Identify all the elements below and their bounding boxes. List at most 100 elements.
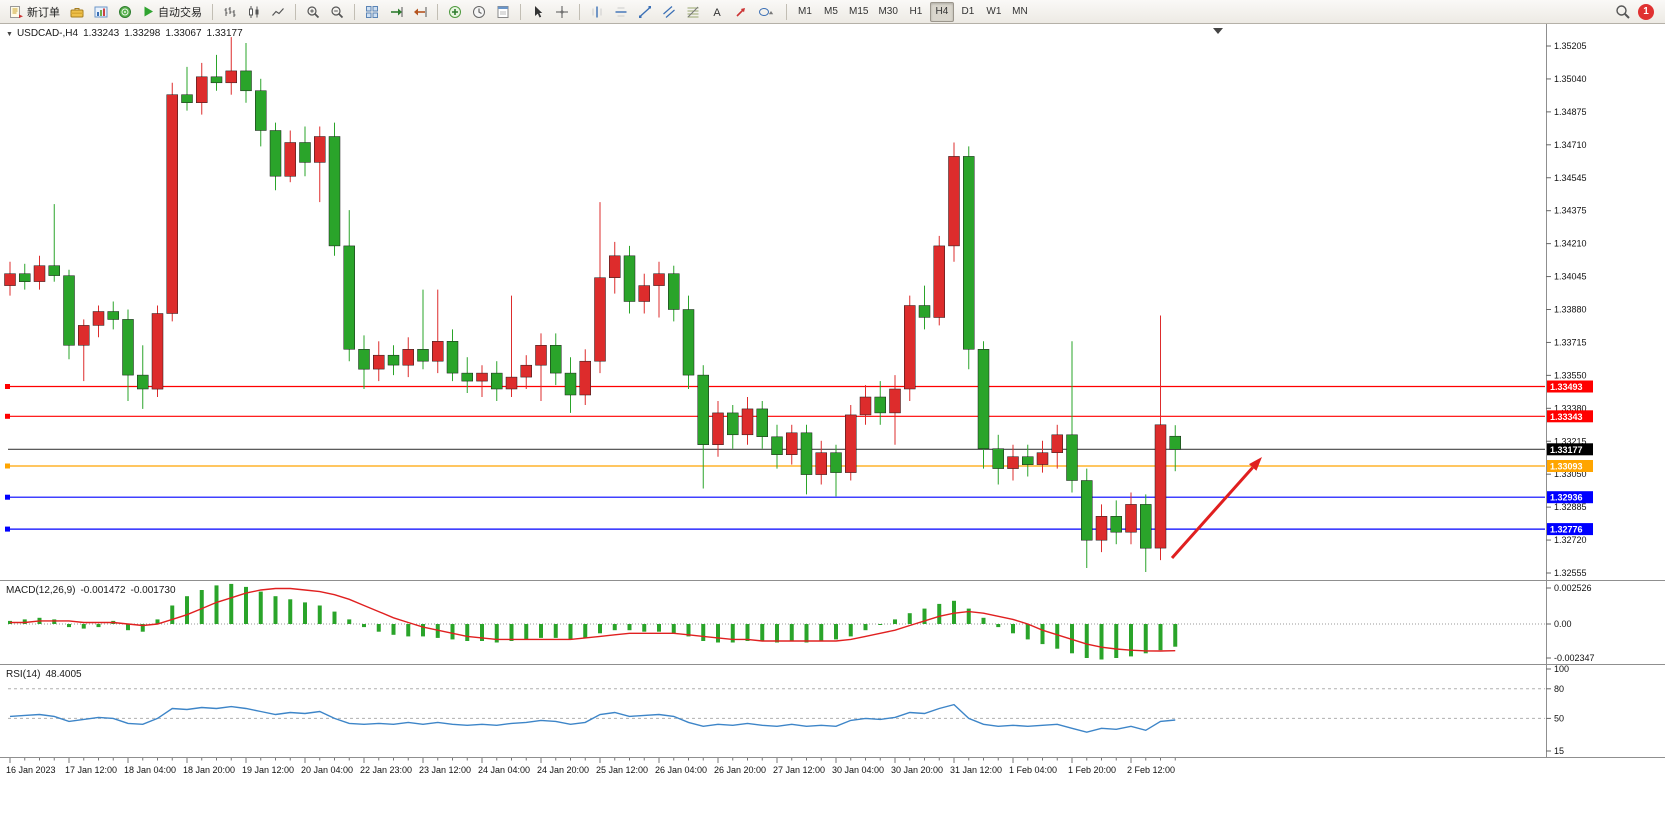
notification-badge[interactable]: 1 xyxy=(1638,3,1654,20)
candle xyxy=(889,388,901,414)
candle xyxy=(800,432,813,475)
rsi-panel[interactable]: 100 80 50 15 xyxy=(0,665,1665,757)
chart-menu-toggle-icon[interactable]: ▼ xyxy=(6,31,13,38)
toolbox-button[interactable] xyxy=(66,2,88,22)
candle xyxy=(19,273,31,282)
line-chart-button[interactable] xyxy=(267,2,289,22)
macd-panel[interactable]: 0.002526 0.00 -0.002347 xyxy=(0,581,1665,664)
play-icon xyxy=(142,5,155,18)
chart-window: 1.35205 1.35040 1.34875 1.34710 1.34545 1.343… xyxy=(0,24,1665,782)
candle xyxy=(4,273,16,286)
time-axis-label: 18 Jan 20:00 xyxy=(183,765,235,775)
cursor-button[interactable] xyxy=(527,2,549,22)
navigator-button[interactable] xyxy=(114,2,136,22)
price-axis-label: 1.33880 xyxy=(1554,305,1587,315)
candle xyxy=(520,364,532,378)
candle xyxy=(107,311,119,320)
timeframe-m5-button[interactable]: M5 xyxy=(824,6,838,17)
price-axis-label: 1.35205 xyxy=(1554,41,1587,51)
timeframe-h1-button[interactable]: H1 xyxy=(909,6,923,17)
timeframe-h4-button[interactable]: H4 xyxy=(929,1,954,22)
candle xyxy=(1051,434,1063,453)
toolbar-separator xyxy=(579,3,580,20)
time-axis-splitter[interactable] xyxy=(0,757,1665,758)
time-axis-label: 24 Jan 20:00 xyxy=(537,765,589,775)
price-tag: 1.33177 xyxy=(1547,443,1593,456)
candle xyxy=(1066,434,1078,481)
macd-signal-line xyxy=(10,587,1176,652)
candle xyxy=(491,372,503,390)
candle xyxy=(977,349,990,449)
time-axis-label: 20 Jan 04:00 xyxy=(301,765,353,775)
timeframe-m30-button[interactable]: M30 xyxy=(878,6,898,17)
time-axis[interactable]: 16 Jan 2023 17 Jan 12:00 18 Jan 04:00 18 Ja… xyxy=(0,758,1665,782)
timeframe-m15-button[interactable]: M15 xyxy=(849,6,869,17)
svg-text:1.33493: 1.33493 xyxy=(1550,382,1583,392)
chart-shift-button[interactable] xyxy=(409,2,431,22)
chart-shift-marker[interactable] xyxy=(1213,28,1223,34)
periods-button[interactable] xyxy=(468,2,490,22)
zoom-in-button[interactable] xyxy=(302,2,324,22)
macd-panel-splitter[interactable] xyxy=(0,580,1665,581)
trendline-button[interactable] xyxy=(634,2,656,22)
price-axis-label: 1.34045 xyxy=(1554,272,1587,282)
candle xyxy=(1095,516,1108,541)
candle xyxy=(225,70,237,84)
resistance-line-2-handle[interactable] xyxy=(5,413,10,419)
templates-button[interactable] xyxy=(492,2,514,22)
timeframe-mn-button[interactable]: MN xyxy=(1012,6,1028,17)
price-axis-label: 1.33050 xyxy=(1554,469,1587,479)
indicators-button[interactable] xyxy=(444,2,466,22)
shapes-button[interactable] xyxy=(754,2,780,22)
horizontal-line-button[interactable] xyxy=(610,2,632,22)
time-axis-label: 26 Jan 20:00 xyxy=(714,765,766,775)
template-icon xyxy=(496,5,510,19)
support-line-1-handle[interactable] xyxy=(5,494,10,500)
svg-text:A: A xyxy=(713,7,721,19)
time-axis-label: 30 Jan 20:00 xyxy=(891,765,943,775)
bar-chart-button[interactable] xyxy=(219,2,241,22)
time-axis-label: 25 Jan 12:00 xyxy=(596,765,648,775)
main-chart[interactable]: 1.35205 1.35040 1.34875 1.34710 1.34545 1.343… xyxy=(0,24,1665,580)
pivot-line-handle[interactable] xyxy=(5,463,10,469)
candle xyxy=(697,374,709,445)
zoom-out-button[interactable] xyxy=(326,2,348,22)
price-axis-label: 1.34710 xyxy=(1554,140,1587,150)
vertical-line-button[interactable] xyxy=(586,2,608,22)
tile-windows-button[interactable] xyxy=(361,2,383,22)
candle xyxy=(579,360,591,396)
candle xyxy=(756,408,768,437)
timeframe-d1-button[interactable]: D1 xyxy=(961,6,975,17)
price-tag: 1.32936 xyxy=(1547,491,1593,504)
new-order-button[interactable]: 新订单 xyxy=(5,2,64,22)
price-axis-label: 1.34545 xyxy=(1554,173,1587,183)
text-icon: A xyxy=(710,5,724,19)
timeframe-w1-button[interactable]: W1 xyxy=(986,6,1002,17)
support-line-2-handle[interactable] xyxy=(5,526,10,532)
candle xyxy=(1125,504,1137,533)
candle xyxy=(417,349,429,362)
auto-scroll-button[interactable] xyxy=(385,2,407,22)
candle xyxy=(269,130,282,177)
rsi-panel-splitter[interactable] xyxy=(0,664,1665,665)
candle xyxy=(181,94,193,103)
crosshair-button[interactable] xyxy=(551,2,573,22)
svg-text:1.33343: 1.33343 xyxy=(1550,412,1583,422)
rsi-axis-label: 15 xyxy=(1554,746,1564,756)
market-watch-button[interactable] xyxy=(90,2,112,22)
channel-button[interactable] xyxy=(658,2,680,22)
candle xyxy=(874,396,886,414)
arrow-tools-button[interactable] xyxy=(730,2,752,22)
resistance-line-1-handle[interactable] xyxy=(5,384,10,389)
svg-text:1.32936: 1.32936 xyxy=(1550,493,1583,503)
trend-arrow[interactable] xyxy=(1170,457,1262,559)
text-button[interactable]: A xyxy=(706,2,728,22)
fibonacci-button[interactable] xyxy=(682,2,704,22)
auto-trading-button[interactable]: 自动交易 xyxy=(138,2,206,22)
candlestick-chart-button[interactable] xyxy=(243,2,265,22)
candle xyxy=(564,372,577,396)
navigator-icon xyxy=(118,5,132,19)
candle xyxy=(904,305,916,390)
search-button[interactable] xyxy=(1611,2,1634,22)
timeframe-m1-button[interactable]: M1 xyxy=(798,6,812,17)
